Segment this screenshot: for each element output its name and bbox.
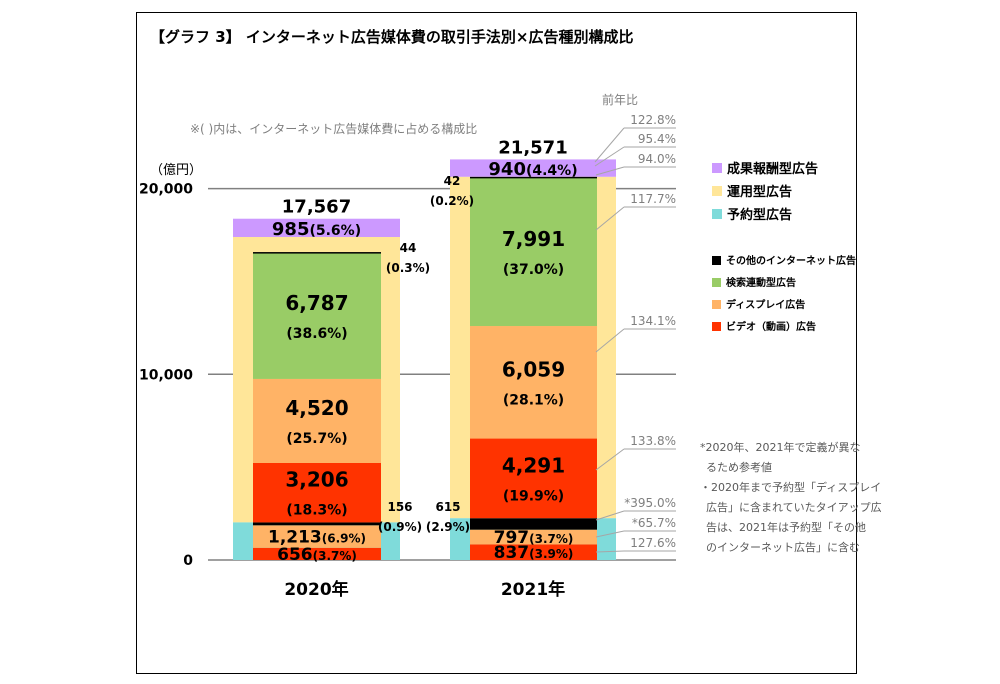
segment-operational-search-0 xyxy=(253,252,381,379)
chart-subtitle: ※( )内は、インターネット広告媒体費に占める構成比 xyxy=(190,121,477,136)
footnote-line-2: ・2020年まで予約型「ディスプレイ xyxy=(700,480,881,494)
pct-label-search-1: (37.0%) xyxy=(503,262,564,278)
ratio-leader-0 xyxy=(594,127,625,163)
pct-label-display-1: (28.1%) xyxy=(503,392,564,408)
other-reserved-value-0: 156 xyxy=(387,500,412,514)
segment-operational-display-0 xyxy=(253,378,381,463)
total-label-1: 21,571 xyxy=(498,137,567,158)
legend-series-label-1: 検索連動型広告 xyxy=(726,276,796,289)
legend-group-swatch-2 xyxy=(712,209,722,219)
segment-operational-search-1 xyxy=(470,177,597,327)
segment-reserved-video-1 xyxy=(470,544,597,560)
value-label-search-0: 6,787 xyxy=(285,291,348,315)
other-operational-pct-1: (0.2%) xyxy=(430,194,474,208)
ratio-label-2: 94.0% xyxy=(638,152,676,166)
segment-reserved-video-0 xyxy=(253,547,381,560)
pct-label-search-0: (38.6%) xyxy=(286,326,347,342)
value-label-display-1: 6,059 xyxy=(502,357,565,381)
ratio-leader-4 xyxy=(595,328,625,353)
value-label-video-0: 3,206 xyxy=(285,468,348,492)
legend-group-swatch-1 xyxy=(712,186,722,196)
y-unit-label: （億円） xyxy=(150,162,202,178)
segment-operational-other-1 xyxy=(470,176,597,179)
value-label-video-1: 4,291 xyxy=(502,453,565,477)
value-label-display-0: 4,520 xyxy=(285,396,348,420)
legend-series-label-3: ビデオ（動画）広告 xyxy=(726,320,816,333)
segment-reserved-display-1 xyxy=(470,529,597,545)
other-reserved-pct-0: (0.9%) xyxy=(378,520,422,534)
segment-operational-video-0 xyxy=(253,462,381,523)
legend-series-swatch-0 xyxy=(712,256,721,265)
chart-title: 【グラフ 3】 インターネット広告媒体費の取引手法別×広告種別構成比 xyxy=(150,28,633,46)
ratio-label-4: 134.1% xyxy=(630,314,676,328)
other-operational-pct-0: (0.3%) xyxy=(386,261,430,275)
ratio-leader-8 xyxy=(595,550,625,553)
reserved-label-display-0: 1,213(6.9%) xyxy=(268,528,366,548)
segment-reserved-other-1 xyxy=(470,518,597,530)
ratio-label-5: 133.8% xyxy=(630,434,676,448)
legend-series-swatch-3 xyxy=(712,322,721,331)
x-category-label-0: 2020年 xyxy=(284,579,348,600)
other-reserved-pct-1: (2.9%) xyxy=(426,520,470,534)
segment-operational-other-0 xyxy=(253,252,381,254)
footnote-line-1: るため参考値 xyxy=(706,460,772,474)
ratio-label-8: 127.6% xyxy=(630,536,676,550)
reserved-label-video-0: 656(3.7%) xyxy=(277,545,357,565)
ratio-leader-1 xyxy=(594,146,625,167)
value-label-search-1: 7,991 xyxy=(502,227,565,251)
performance-label-1: 940(4.4%) xyxy=(488,159,577,180)
legend-series-label-0: その他のインターネット広告 xyxy=(726,254,856,267)
legend-group-label-0: 成果報酬型広告 xyxy=(727,161,818,177)
bar-performance-1 xyxy=(450,159,616,177)
y-tick-label-2: 20,000 xyxy=(139,182,193,198)
y-tick-label-0: 0 xyxy=(183,553,193,569)
legend-series-swatch-2 xyxy=(712,300,721,309)
pct-label-video-0: (18.3%) xyxy=(286,503,347,519)
other-operational-value-0: 44 xyxy=(400,241,417,255)
ratio-leader-2 xyxy=(595,166,625,176)
legend-group-label-2: 予約型広告 xyxy=(727,207,792,223)
ratio-label-6: *395.0% xyxy=(624,496,676,510)
ratio-leader-6 xyxy=(595,510,625,521)
legend-group-label-1: 運用型広告 xyxy=(727,184,792,200)
segment-operational-display-1 xyxy=(470,326,597,439)
segment-reserved-display-0 xyxy=(253,525,381,548)
legend-series-swatch-1 xyxy=(712,278,721,287)
chart-frame xyxy=(136,12,857,674)
footnote-line-4: 告は、2021年は予約型「その他 xyxy=(706,520,866,534)
ratio-leader-3 xyxy=(595,206,625,231)
footnote-line-5: のインターネット広告」に含む xyxy=(706,540,860,554)
ratio-label-0: 122.8% xyxy=(630,113,676,127)
pct-label-display-0: (25.7%) xyxy=(286,431,347,447)
reserved-label-display-1: 797(3.7%) xyxy=(494,528,574,548)
bar-performance-0 xyxy=(233,218,400,238)
ratio-header: 前年比 xyxy=(602,92,638,107)
legend-series-label-2: ディスプレイ広告 xyxy=(726,298,805,311)
ratio-label-3: 117.7% xyxy=(630,192,676,206)
total-label-0: 17,567 xyxy=(282,197,351,218)
other-operational-value-1: 42 xyxy=(444,174,461,188)
x-category-label-1: 2021年 xyxy=(501,579,565,600)
segment-operational-video-1 xyxy=(470,438,597,519)
ratio-label-1: 95.4% xyxy=(638,132,676,146)
pct-label-video-1: (19.9%) xyxy=(503,488,564,504)
ratio-leader-7 xyxy=(595,530,625,538)
reserved-label-video-1: 837(3.9%) xyxy=(494,543,574,563)
y-tick-label-1: 10,000 xyxy=(139,367,193,383)
legend-group-swatch-0 xyxy=(712,163,722,173)
ratio-leader-5 xyxy=(595,448,625,471)
ratio-label-7: *65.7% xyxy=(632,516,676,530)
segment-reserved-other-0 xyxy=(253,522,381,526)
performance-label-0: 985(5.6%) xyxy=(272,219,361,240)
footnote-line-3: 広告」に含まれていたタイアップ広 xyxy=(706,500,882,514)
footnote-line-0: *2020年、2021年で定義が異な xyxy=(700,440,861,454)
other-reserved-value-1: 615 xyxy=(435,500,460,514)
